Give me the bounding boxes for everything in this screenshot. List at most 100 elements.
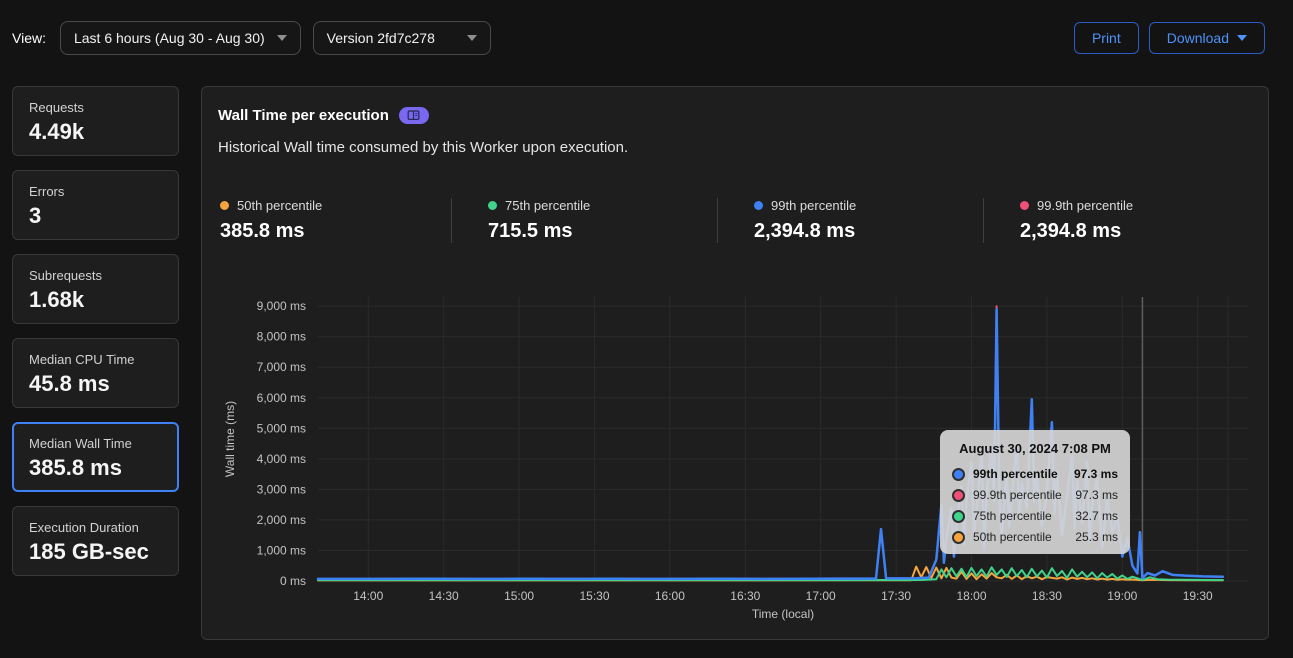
print-button[interactable]: Print — [1073, 22, 1139, 54]
page-title: Wall Time per execution — [218, 107, 389, 124]
tooltip-label: 99.9th percentile — [973, 488, 1062, 502]
metric-card[interactable]: Median CPU Time 45.8 ms — [12, 338, 179, 408]
tooltip-row: 99.9th percentile 97.3 ms — [952, 488, 1118, 502]
x-tick-label: 14:00 — [353, 589, 383, 603]
y-tick-label: 8,000 ms — [257, 330, 306, 344]
x-axis-title: Time (local) — [752, 607, 814, 621]
tooltip-label: 99th percentile — [973, 467, 1058, 481]
y-tick-label: 3,000 ms — [257, 482, 306, 496]
y-tick-label: 2,000 ms — [257, 513, 306, 527]
top-bar: View: Last 6 hours (Aug 30 - Aug 30) Ver… — [0, 0, 1293, 55]
legend-item-header: 50th percentile — [220, 198, 451, 213]
legend-item[interactable]: 50th percentile 385.8 ms — [218, 198, 451, 243]
time-range-value: Last 6 hours (Aug 30 - Aug 30) — [73, 30, 265, 46]
metric-card-label: Median CPU Time — [29, 352, 135, 367]
series-color-dot — [488, 201, 497, 210]
metric-card-label: Errors — [29, 184, 65, 199]
metric-card-value: 385.8 ms — [29, 455, 122, 480]
legend-item-header: 99th percentile — [754, 198, 983, 213]
panel-subtitle: Historical Wall time consumed by this Wo… — [218, 139, 629, 156]
download-button[interactable]: Download — [1148, 22, 1265, 54]
tooltip-row: 50th percentile 25.3 ms — [952, 530, 1118, 544]
version-select[interactable]: Version 2fd7c278 — [312, 21, 491, 55]
legend-label: 75th percentile — [505, 198, 591, 213]
legend-label: 99.9th percentile — [1037, 198, 1134, 213]
x-tick-label: 17:00 — [806, 589, 836, 603]
x-tick-label: 18:00 — [956, 589, 986, 603]
series-color-dot — [952, 509, 965, 523]
series-line — [317, 565, 1224, 582]
version-value: Version 2fd7c278 — [326, 30, 435, 46]
tooltip-label: 75th percentile — [973, 509, 1052, 523]
x-tick-label: 19:00 — [1107, 589, 1137, 603]
chevron-down-icon — [466, 35, 477, 41]
print-label: Print — [1091, 30, 1121, 46]
tooltip-row: 75th percentile 32.7 ms — [952, 509, 1118, 523]
chevron-down-icon — [1237, 35, 1247, 41]
metric-card-value: 185 GB-sec — [29, 539, 149, 564]
metric-card-label: Requests — [29, 100, 84, 115]
metric-card-label: Median Wall Time — [29, 436, 132, 451]
tooltip-rows: 99th percentile 97.3 ms 99.9th percentile 9… — [952, 467, 1118, 544]
metric-card[interactable]: Subrequests 1.68k — [12, 254, 179, 324]
metric-card-value: 1.68k — [29, 287, 85, 312]
y-tick-label: 6,000 ms — [257, 391, 306, 405]
y-tick-label: 4,000 ms — [257, 452, 306, 466]
y-tick-label: 5,000 ms — [257, 421, 306, 435]
tooltip-row: 99th percentile 97.3 ms — [952, 467, 1118, 481]
chevron-down-icon — [276, 35, 287, 41]
tooltip-value: 25.3 ms — [1075, 530, 1118, 544]
docs-badge[interactable] — [398, 107, 429, 124]
time-range-select[interactable]: Last 6 hours (Aug 30 - Aug 30) — [59, 21, 301, 55]
sidebar: Requests 4.49k Errors 3 Subrequests 1.68k Medi… — [12, 86, 179, 640]
y-axis-title: Wall time (ms) — [223, 401, 237, 477]
metric-card-value: 4.49k — [29, 119, 85, 144]
x-tick-label: 14:30 — [429, 589, 459, 603]
panel-title-row: Wall Time per execution — [218, 107, 1252, 124]
tooltip-value: 97.3 ms — [1073, 467, 1118, 481]
metric-card-label: Subrequests — [29, 268, 102, 283]
y-tick-label: 1,000 ms — [257, 543, 306, 557]
x-tick-label: 16:30 — [730, 589, 760, 603]
wall-time-panel: Wall Time per execution Historical Wall … — [201, 86, 1269, 640]
metric-card-value: 45.8 ms — [29, 371, 110, 396]
x-tick-label: 16:00 — [655, 589, 685, 603]
legend-item[interactable]: 75th percentile 715.5 ms — [451, 198, 717, 243]
tooltip-value: 32.7 ms — [1075, 509, 1118, 523]
metric-card[interactable]: Errors 3 — [12, 170, 179, 240]
legend-item[interactable]: 99.9th percentile 2,394.8 ms — [983, 198, 1249, 243]
metric-card-value: 3 — [29, 203, 42, 228]
legend-value: 385.8 ms — [220, 220, 305, 242]
legend-label: 50th percentile — [237, 198, 323, 213]
x-tick-label: 15:30 — [579, 589, 609, 603]
x-tick-label: 15:00 — [504, 589, 534, 603]
legend-item[interactable]: 99th percentile 2,394.8 ms — [717, 198, 983, 243]
percentile-legend: 50th percentile 385.8 ms 75th percentile 71… — [218, 198, 1252, 243]
view-label: View: — [12, 30, 46, 46]
x-tick-label: 18:30 — [1032, 589, 1062, 603]
header-actions: Print Download — [1073, 22, 1265, 54]
legend-label: 99th percentile — [771, 198, 857, 213]
tooltip-title: August 30, 2024 7:08 PM — [959, 441, 1111, 456]
metric-card-label: Execution Duration — [29, 520, 139, 535]
x-tick-label: 19:30 — [1183, 589, 1213, 603]
metric-card[interactable]: Execution Duration 185 GB-sec — [12, 506, 179, 576]
y-tick-label: 9,000 ms — [257, 299, 306, 313]
legend-value: 715.5 ms — [488, 220, 573, 242]
tooltip-label: 50th percentile — [973, 530, 1052, 544]
tooltip-value: 97.3 ms — [1075, 488, 1118, 502]
metric-card[interactable]: Requests 4.49k — [12, 86, 179, 156]
metric-card[interactable]: Median Wall Time 385.8 ms — [12, 422, 179, 492]
series-color-dot — [952, 467, 965, 481]
series-color-dot — [754, 201, 763, 210]
legend-value: 2,394.8 ms — [754, 220, 856, 242]
download-label: Download — [1166, 30, 1229, 46]
series-line — [317, 566, 1224, 582]
x-tick-label: 17:30 — [881, 589, 911, 603]
legend-item-header: 75th percentile — [488, 198, 717, 213]
legend-item-header: 99.9th percentile — [1020, 198, 1249, 213]
series-color-dot — [952, 488, 965, 502]
main-layout: Requests 4.49k Errors 3 Subrequests 1.68k Medi… — [0, 55, 1293, 640]
chart-wrap: 0 ms 1,000 ms 2,000 ms 3,000 ms 4,000 ms 5,00… — [218, 287, 1252, 627]
series-color-dot — [1020, 201, 1029, 210]
